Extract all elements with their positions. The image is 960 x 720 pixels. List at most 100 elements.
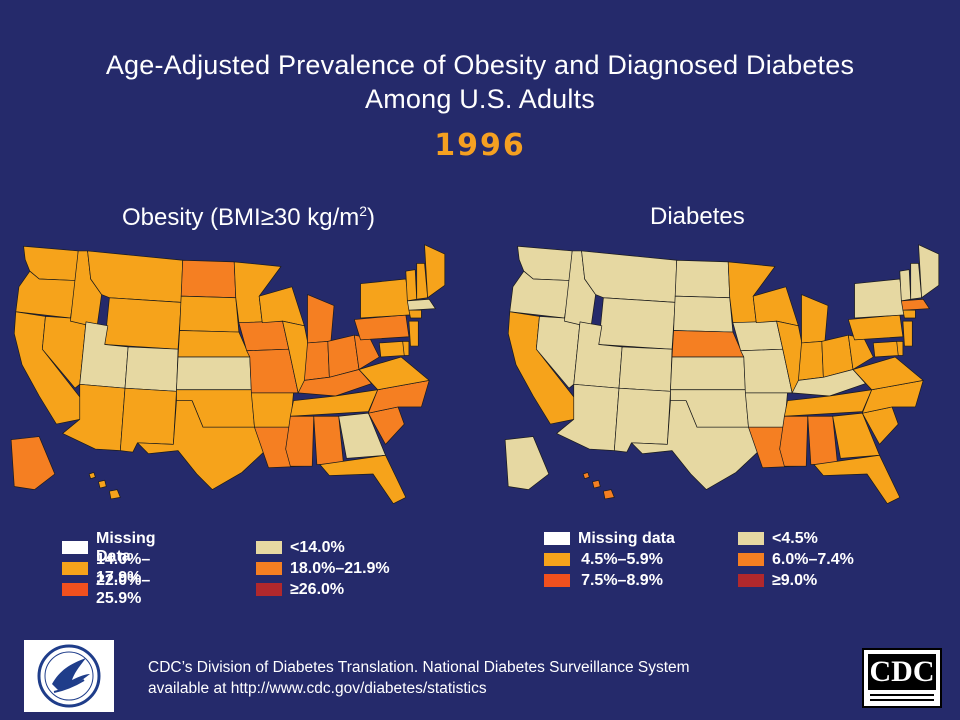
obesity-legend-item: 22.0%–25.9% — [62, 572, 156, 607]
obesity-legend-item: 18.0%–21.9% — [256, 558, 390, 579]
state-hi — [88, 472, 121, 500]
diabetes-map — [502, 240, 942, 520]
legend-swatch — [256, 541, 282, 554]
state-ar — [745, 392, 788, 428]
state-fl — [319, 454, 407, 504]
legend-label: ≥26.0% — [290, 580, 345, 598]
state-nm — [119, 387, 177, 453]
state-ar — [251, 392, 294, 428]
state-wy — [598, 297, 676, 350]
state-ct — [902, 309, 916, 319]
state-ks — [670, 356, 746, 391]
state-ia — [238, 320, 290, 352]
state-nd — [180, 259, 237, 299]
obesity-title-text: Obesity (BMI≥30 kg/m — [122, 204, 360, 231]
legend-swatch — [738, 553, 764, 566]
diabetes-us-map — [504, 244, 940, 504]
legend-label: 18.0%–21.9% — [290, 559, 390, 577]
state-wi — [258, 286, 305, 327]
state-pa — [847, 314, 904, 341]
state-ne — [671, 330, 745, 358]
diabetes-legend-item: 7.5%–8.9% — [544, 570, 666, 591]
obesity-legend-item: Missing Data — [62, 530, 156, 565]
state-mi — [307, 294, 335, 344]
state-ne — [177, 330, 251, 358]
state-mt — [581, 250, 678, 303]
state-va — [852, 356, 924, 391]
cdc-logo-rule — [870, 699, 934, 701]
obesity-map-title: Obesity (BMI≥30 kg/m2) — [122, 203, 375, 232]
state-nd — [674, 259, 731, 299]
state-hi — [582, 472, 615, 500]
state-ms — [779, 415, 809, 467]
legend-label: Missing Data — [96, 529, 156, 565]
state-me — [918, 244, 940, 299]
source-line-1: CDC’s Division of Diabetes Translation. … — [148, 659, 690, 676]
slide-title: Age-Adjusted Prevalence of Obesity and D… — [0, 48, 960, 116]
state-ia — [732, 320, 784, 352]
state-mi — [801, 294, 829, 344]
legend-swatch — [738, 574, 764, 587]
title-line-2: Among U.S. Adults — [364, 84, 595, 114]
state-va — [358, 356, 430, 391]
state-vt — [899, 269, 912, 302]
obesity-map — [8, 240, 448, 520]
cdc-logo-text: CDC — [868, 654, 936, 690]
state-sd — [673, 295, 734, 333]
legend-label: 14.0%–17.9% — [96, 550, 151, 586]
legend-swatch — [738, 532, 764, 545]
legend-swatch — [62, 541, 88, 554]
obesity-title-sup: 2 — [359, 203, 368, 219]
state-wy — [104, 297, 182, 350]
legend-label: <4.5% — [772, 529, 818, 547]
obesity-legend-item: <14.0% — [256, 537, 390, 558]
state-nj — [902, 320, 913, 347]
hhs-eagle-icon — [37, 644, 101, 708]
state-ma — [901, 298, 930, 311]
obesity-legend-item: ≥26.0% — [256, 579, 390, 600]
diabetes-legend-item: ≥9.0% — [738, 570, 854, 591]
diabetes-states-group — [504, 244, 940, 504]
legend-label: Missing data — [578, 529, 675, 547]
legend-label: ≥9.0% — [772, 571, 818, 589]
state-ks — [176, 356, 252, 391]
obesity-us-map — [10, 244, 446, 504]
state-md — [378, 341, 405, 358]
legend-swatch — [62, 583, 88, 596]
state-al — [807, 415, 838, 465]
state-vt — [405, 269, 418, 302]
state-ak — [10, 436, 56, 490]
cdc-logo-rule — [870, 694, 934, 696]
obesity-states-group — [10, 244, 446, 504]
legend-label: <14.0% — [290, 538, 345, 556]
state-ny — [854, 278, 905, 319]
year-label: 1996 — [434, 128, 526, 163]
obesity-legend-item: 14.0%–17.9% — [62, 551, 156, 586]
legend-swatch — [544, 532, 570, 545]
state-nm — [613, 387, 671, 453]
state-nj — [408, 320, 419, 347]
legend-swatch — [544, 553, 570, 566]
state-ct — [408, 309, 422, 319]
state-ms — [285, 415, 315, 467]
state-co — [124, 346, 179, 392]
legend-label: 6.0%–7.4% — [772, 550, 854, 568]
state-ak — [504, 436, 550, 490]
diabetes-legend-item: 4.5%–5.9% — [544, 549, 666, 570]
state-ma — [407, 298, 436, 311]
state-pa — [353, 314, 410, 341]
state-tx — [137, 400, 268, 490]
legend-label: 22.0%–25.9% — [96, 571, 151, 607]
state-md — [872, 341, 899, 358]
state-fl — [813, 454, 901, 504]
source-line-2[interactable]: available at http://www.cdc.gov/diabetes… — [148, 680, 487, 697]
state-mt — [87, 250, 184, 303]
hhs-logo — [24, 640, 114, 712]
state-wi — [752, 286, 799, 327]
legend-swatch — [62, 562, 88, 575]
legend-swatch — [544, 574, 570, 587]
state-al — [313, 415, 344, 465]
cdc-logo: CDC — [862, 648, 942, 708]
state-in — [798, 341, 824, 381]
title-line-1: Age-Adjusted Prevalence of Obesity and D… — [105, 50, 855, 80]
